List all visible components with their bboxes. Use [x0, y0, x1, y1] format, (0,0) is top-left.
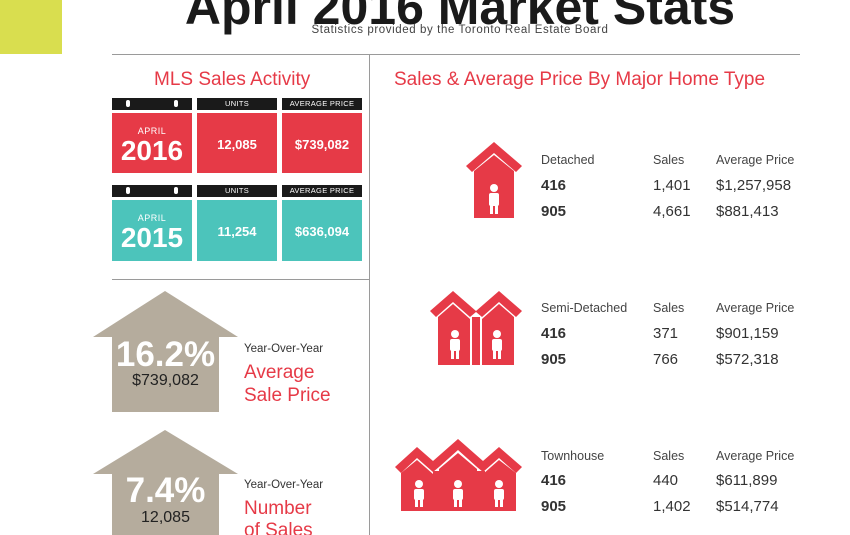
sales-value: 1,401 — [653, 177, 691, 194]
price-value: $901,159 — [716, 325, 779, 342]
avg-price-header: Average Price — [716, 153, 795, 167]
units-2015: 11,254 — [197, 200, 277, 261]
region-label: 416 — [541, 472, 567, 489]
units-header: UNITS — [197, 185, 277, 197]
page-title: April 2016 Market Stats — [184, 0, 736, 35]
corner-accent — [0, 0, 62, 54]
sales-value: 1,402 — [653, 498, 691, 515]
sales-header: Sales — [653, 301, 685, 315]
units-2016: 12,085 — [197, 113, 277, 173]
home-type-heading: Sales & Average Price By Major Home Type — [394, 69, 766, 90]
sales-header: Sales — [653, 449, 685, 463]
calendar-month: APRIL — [137, 126, 167, 136]
mls-heading: MLS Sales Activity — [154, 69, 311, 90]
yoy-label: Year-Over-Year — [244, 343, 324, 355]
yoy-amount: $739,082 — [132, 372, 199, 389]
region-label: 416 — [541, 325, 567, 342]
yoy-percent: 16.2% — [115, 335, 216, 374]
home-type-name: Detached — [541, 153, 595, 167]
avg-price-value: $636,094 — [294, 224, 350, 239]
calendar-month: APRIL — [137, 213, 167, 223]
region-label: 416 — [541, 177, 567, 194]
yoy-metric-line1: Number — [244, 498, 312, 519]
region-label: 905 — [541, 203, 567, 220]
yoy-label: Year-Over-Year — [244, 479, 324, 491]
price-value: $1,257,958 — [716, 177, 792, 194]
avg-price-header: Average Price — [716, 301, 795, 315]
semi-detached-icon — [430, 291, 522, 365]
yoy-percent: 7.4% — [125, 471, 206, 510]
price-value: $611,899 — [716, 472, 778, 489]
avg-price-value: $739,082 — [294, 137, 350, 152]
townhouse-icon — [395, 439, 522, 511]
calendar-year-2015: APRIL 2015 — [112, 200, 192, 261]
sales-value: 440 — [653, 472, 679, 489]
price-value: $881,413 — [716, 203, 779, 220]
divider-left — [112, 279, 369, 280]
avg-price-header: Average Price — [716, 449, 795, 463]
divider-top — [112, 54, 800, 55]
calendar-year-2016: APRIL 2016 — [112, 113, 192, 173]
units-value: 12,085 — [217, 137, 257, 152]
yoy-metric-line1: Average — [244, 362, 315, 383]
units-value: 11,254 — [217, 224, 257, 239]
avg-price-2016: $739,082 — [282, 113, 362, 173]
home-type-name: Townhouse — [541, 449, 605, 463]
price-value: $572,318 — [716, 351, 779, 368]
calendar-year: 2015 — [120, 222, 184, 253]
calendar-year: 2016 — [120, 135, 184, 166]
yoy-metric-line2: of Sales — [244, 520, 313, 535]
units-header: UNITS — [197, 98, 277, 110]
avg-price-header: AVERAGE PRICE — [282, 98, 362, 110]
house-icon — [466, 142, 522, 218]
calendar-binding — [112, 98, 192, 110]
price-value: $514,774 — [716, 498, 779, 515]
home-type-name: Semi-Detached — [541, 301, 628, 315]
sales-value: 4,661 — [653, 203, 691, 220]
up-arrow-icon: 16.2% $739,082 — [93, 291, 238, 412]
region-label: 905 — [541, 351, 567, 368]
yoy-metric-line2: Sale Price — [244, 385, 331, 406]
sales-value: 766 — [653, 351, 679, 368]
sales-value: 371 — [653, 325, 679, 342]
page-subtitle: Statistics provided by the Toronto Real … — [311, 24, 609, 36]
divider-vertical — [369, 55, 370, 535]
avg-price-2015: $636,094 — [282, 200, 362, 261]
avg-price-header: AVERAGE PRICE — [282, 185, 362, 197]
calendar-binding — [112, 185, 192, 197]
up-arrow-icon: 7.4% 12,085 — [93, 430, 238, 535]
sales-header: Sales — [653, 153, 685, 167]
region-label: 905 — [541, 498, 567, 515]
yoy-amount: 12,085 — [141, 509, 190, 526]
